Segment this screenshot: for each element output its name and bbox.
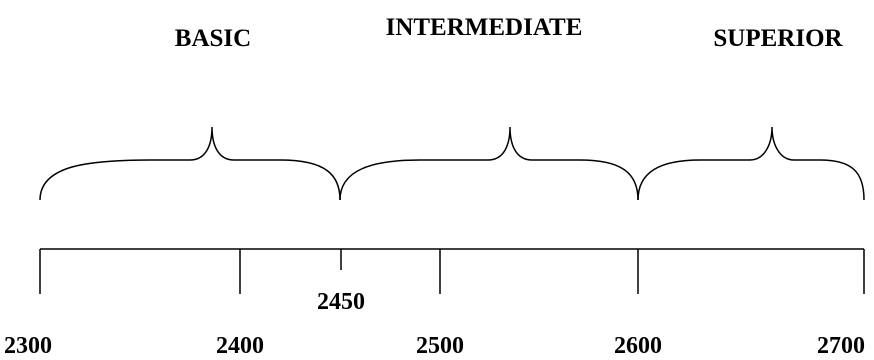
tick-label-2300: 2300	[4, 333, 52, 359]
tick-label-2600: 2600	[614, 333, 662, 359]
brace-superior	[637, 126, 865, 201]
tick-label-2700: 2700	[817, 333, 865, 359]
tick-label-2500: 2500	[416, 333, 464, 359]
brace-basic	[39, 126, 341, 201]
band-label-superior: SUPERIOR	[713, 25, 843, 52]
band-label-basic: BASIC	[175, 25, 251, 52]
brace-intermediate	[339, 126, 639, 201]
tick-label-2400: 2400	[216, 333, 264, 359]
tick-label-2450: 2450	[317, 289, 365, 315]
band-label-intermediate: INTERMEDIATE	[386, 14, 583, 41]
